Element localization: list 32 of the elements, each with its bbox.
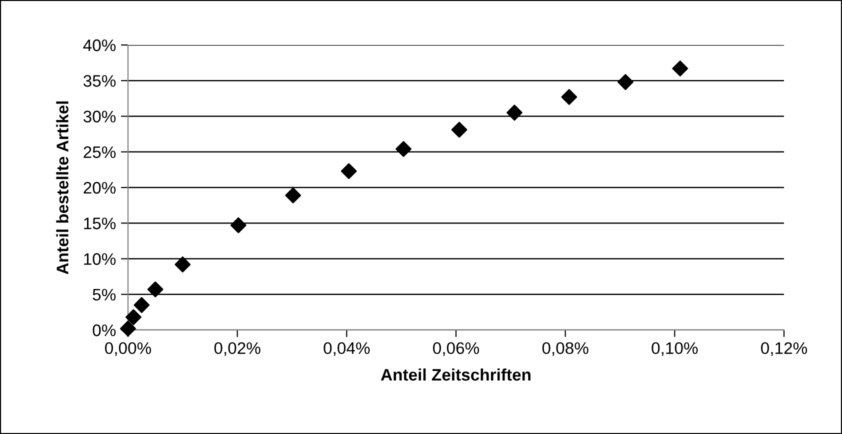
point: [125, 309, 142, 326]
point: [396, 141, 412, 158]
point: [230, 217, 246, 234]
y-tick-label: 0%: [92, 324, 116, 336]
x-tick-label: 0,06%: [433, 342, 480, 356]
point: [174, 256, 191, 272]
y-tick-label: 10%: [84, 253, 116, 265]
y-tick-label: 30%: [83, 110, 116, 122]
x-axis-title: Anteil Zeitschriften: [380, 368, 530, 381]
y-tick-label: 5%: [92, 288, 116, 301]
x-tick-label: 0,08%: [542, 342, 588, 356]
point: [451, 122, 468, 138]
point: [340, 163, 357, 180]
x-tick-label: 0,10%: [652, 342, 698, 356]
y-axis-title: Anteil bestellte Artikel: [56, 101, 68, 274]
y-tick-label: 15%: [84, 218, 116, 230]
point: [506, 104, 522, 121]
point: [134, 297, 150, 314]
x-tick-label: 0,02%: [214, 342, 260, 356]
point: [120, 320, 136, 337]
x-tick-label: 0,00%: [105, 342, 152, 356]
y-tick-label: 35%: [83, 75, 116, 87]
x-tick-label: 0,12%: [761, 342, 808, 356]
point: [147, 281, 164, 298]
y-tick-label: 20%: [84, 182, 116, 194]
x-tick-label: 0,04%: [324, 342, 370, 356]
point: [561, 89, 578, 105]
point: [672, 60, 688, 76]
point: [285, 187, 302, 204]
y-tick-label: 25%: [84, 146, 116, 158]
point: [617, 74, 634, 90]
y-tick-label: 40%: [83, 39, 116, 52]
